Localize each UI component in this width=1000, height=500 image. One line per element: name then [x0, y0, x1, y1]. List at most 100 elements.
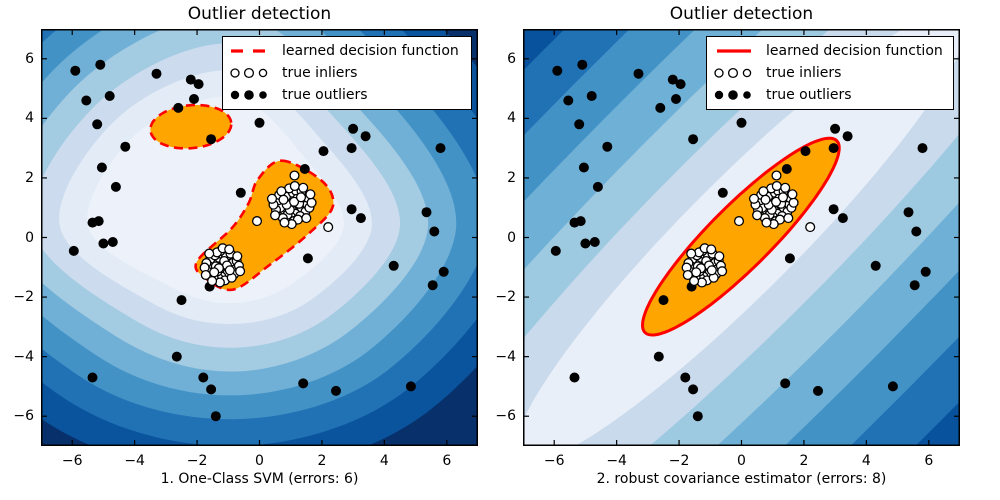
outlier-point: [96, 162, 107, 173]
inlier-point: [232, 251, 243, 262]
outlier-point: [95, 59, 106, 70]
inlier-point: [780, 182, 791, 193]
outlier-point: [110, 181, 121, 192]
legend: learned decision function true inliers t…: [222, 36, 472, 110]
outlier-point: [653, 351, 664, 362]
legend-label: true inliers: [766, 65, 842, 81]
outlier-point: [151, 68, 162, 79]
plot-title: Outlier detection: [669, 4, 814, 24]
inlier-point: [204, 248, 215, 259]
inlier-point: [771, 170, 782, 181]
x-tick-label: −4: [124, 453, 145, 469]
x-tick-label: 6: [442, 453, 452, 469]
y-tick-label: 2: [507, 169, 516, 186]
outlier-point: [887, 381, 898, 392]
outlier-point: [98, 238, 109, 249]
filled-circles-icon: [711, 89, 757, 101]
x-axis-label: 2. robust covariance estimator (errors: …: [596, 471, 887, 487]
outlier-point: [575, 216, 586, 227]
inlier-point: [298, 182, 309, 193]
inlier-point: [733, 216, 745, 227]
plot-title: Outlier detection: [187, 4, 332, 24]
outlier-point: [781, 164, 792, 174]
outlier-point: [355, 213, 366, 224]
inlier-point: [760, 194, 771, 205]
outlier-point: [569, 372, 580, 383]
scatter-true-outliers: [68, 59, 449, 422]
inlier-point: [761, 217, 772, 228]
y-tick-label: 6: [25, 50, 34, 67]
inlier-point: [771, 196, 782, 207]
y-tick-label: −2: [13, 289, 34, 306]
inlier-point: [787, 189, 798, 200]
legend-item-true-outliers: true outliers: [227, 84, 465, 106]
outlier-point: [388, 260, 399, 271]
inlier-point: [278, 194, 289, 205]
y-tick-label: 0: [25, 229, 34, 246]
outlier-point: [173, 102, 184, 113]
legend: learned decision function true inliers t…: [706, 36, 954, 110]
outlier-point: [171, 351, 182, 362]
outlier-point: [680, 372, 691, 383]
inlier-point: [270, 210, 281, 221]
x-tick-label: 0: [255, 453, 264, 469]
outlier-point: [692, 411, 703, 422]
y-tick-label: −4: [13, 348, 34, 365]
outlier-point: [784, 253, 795, 264]
legend-label: true outliers: [766, 87, 852, 103]
inlier-point: [305, 189, 316, 200]
inlier-point: [714, 251, 725, 262]
outlier-point: [911, 226, 922, 237]
y-tick-label: −6: [495, 408, 516, 425]
outlier-point: [198, 372, 209, 383]
outlier-point: [254, 117, 265, 128]
filled-circles-icon: [227, 89, 273, 101]
x-tick-label: 6: [924, 453, 934, 469]
outlier-point: [920, 266, 931, 277]
dashed-red-line-icon: [227, 47, 273, 55]
outlier-point: [299, 164, 310, 174]
inlier-point: [758, 186, 769, 197]
outlier-point: [235, 187, 246, 198]
legend-item-true-outliers: true outliers: [711, 84, 947, 106]
legend-item-true-inliers: true inliers: [227, 62, 465, 84]
inlier-point: [289, 196, 300, 207]
scatter-true-inliers: [199, 170, 334, 288]
outlier-point: [658, 295, 669, 306]
inlier-point: [289, 170, 300, 181]
y-tick-label: 4: [507, 110, 516, 127]
outlier-point: [870, 260, 881, 271]
outlier-point: [405, 381, 416, 392]
open-circles-icon: [227, 67, 273, 79]
outlier-point: [563, 95, 574, 106]
inlier-point: [306, 197, 317, 208]
axes-frame: [41, 29, 478, 446]
inlier-point: [235, 266, 246, 277]
outlier-point: [68, 245, 79, 256]
outlier-point: [92, 119, 103, 130]
outlier-point: [552, 65, 563, 76]
subplot-robust-covariance: Outlier detection learned decision funct…: [495, 0, 1000, 500]
outlier-point: [438, 266, 449, 277]
x-tick-label: −2: [186, 453, 208, 469]
outlier-point: [717, 187, 728, 198]
subplot-one-class-svm: Outlier detection learned decision funct…: [13, 4, 478, 487]
x-tick-label: −2: [668, 453, 690, 469]
outlier-point: [903, 207, 914, 218]
inlier-point: [266, 193, 278, 204]
outlier-point: [210, 411, 221, 422]
y-tick-label: 0: [507, 229, 516, 246]
inlier-point: [686, 248, 697, 259]
outlier-point: [813, 385, 823, 396]
outlier-point: [671, 94, 681, 104]
outlier-point: [800, 146, 811, 157]
inlier-point: [301, 213, 312, 224]
outlier-point: [346, 143, 357, 154]
outlier-point: [348, 123, 359, 134]
outlier-point: [830, 123, 841, 134]
x-tick-label: −6: [61, 453, 83, 469]
inlier-point: [279, 217, 290, 228]
y-tick-label: −4: [495, 348, 516, 365]
outlier-point: [427, 280, 438, 291]
